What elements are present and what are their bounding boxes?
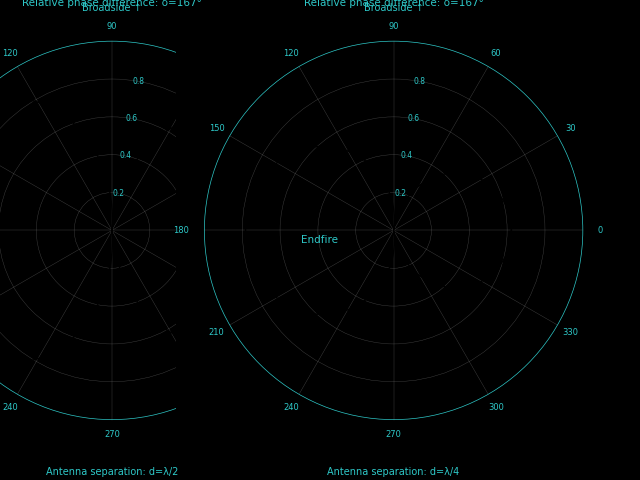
Text: 240: 240 bbox=[284, 403, 300, 412]
Text: 240: 240 bbox=[2, 403, 18, 412]
PathPatch shape bbox=[0, 0, 396, 480]
Text: 0.4: 0.4 bbox=[119, 151, 131, 160]
Text: 90: 90 bbox=[388, 22, 399, 31]
PathPatch shape bbox=[110, 0, 640, 480]
Text: 180: 180 bbox=[173, 226, 189, 235]
Text: 150: 150 bbox=[209, 124, 225, 133]
Text: 60: 60 bbox=[209, 49, 220, 58]
Text: Antenna separation: d=λ/4: Antenna separation: d=λ/4 bbox=[328, 467, 460, 477]
Text: 0.2: 0.2 bbox=[113, 189, 125, 198]
Text: 0.2: 0.2 bbox=[394, 189, 406, 198]
Text: 30: 30 bbox=[284, 124, 294, 133]
Text: 0.8: 0.8 bbox=[414, 77, 426, 86]
Text: Broadside ↑: Broadside ↑ bbox=[82, 3, 142, 13]
Text: Broadside ↑: Broadside ↑ bbox=[364, 3, 424, 13]
Text: 210: 210 bbox=[209, 328, 225, 337]
Text: 0.8: 0.8 bbox=[132, 77, 144, 86]
Text: 30: 30 bbox=[565, 124, 576, 133]
Text: Relative phase difference: δ=167°: Relative phase difference: δ=167° bbox=[22, 0, 202, 8]
Text: 0.6: 0.6 bbox=[407, 114, 419, 123]
Text: 330: 330 bbox=[563, 328, 579, 337]
Text: Relative phase difference: δ=167°: Relative phase difference: δ=167° bbox=[303, 0, 484, 8]
Text: 330: 330 bbox=[281, 328, 297, 337]
Text: 0: 0 bbox=[316, 226, 322, 235]
Text: 0.4: 0.4 bbox=[401, 151, 413, 160]
Text: 300: 300 bbox=[206, 403, 222, 412]
Text: 270: 270 bbox=[104, 430, 120, 439]
Text: 90: 90 bbox=[107, 22, 117, 31]
Text: 120: 120 bbox=[284, 49, 300, 58]
Text: Antenna separation: d=λ/2: Antenna separation: d=λ/2 bbox=[46, 467, 178, 477]
Text: 0: 0 bbox=[598, 226, 604, 235]
Text: Endfire: Endfire bbox=[301, 235, 339, 245]
Text: 60: 60 bbox=[490, 49, 501, 58]
Text: 120: 120 bbox=[2, 49, 18, 58]
Text: 0.6: 0.6 bbox=[125, 114, 138, 123]
Text: 300: 300 bbox=[488, 403, 504, 412]
Text: 270: 270 bbox=[386, 430, 401, 439]
